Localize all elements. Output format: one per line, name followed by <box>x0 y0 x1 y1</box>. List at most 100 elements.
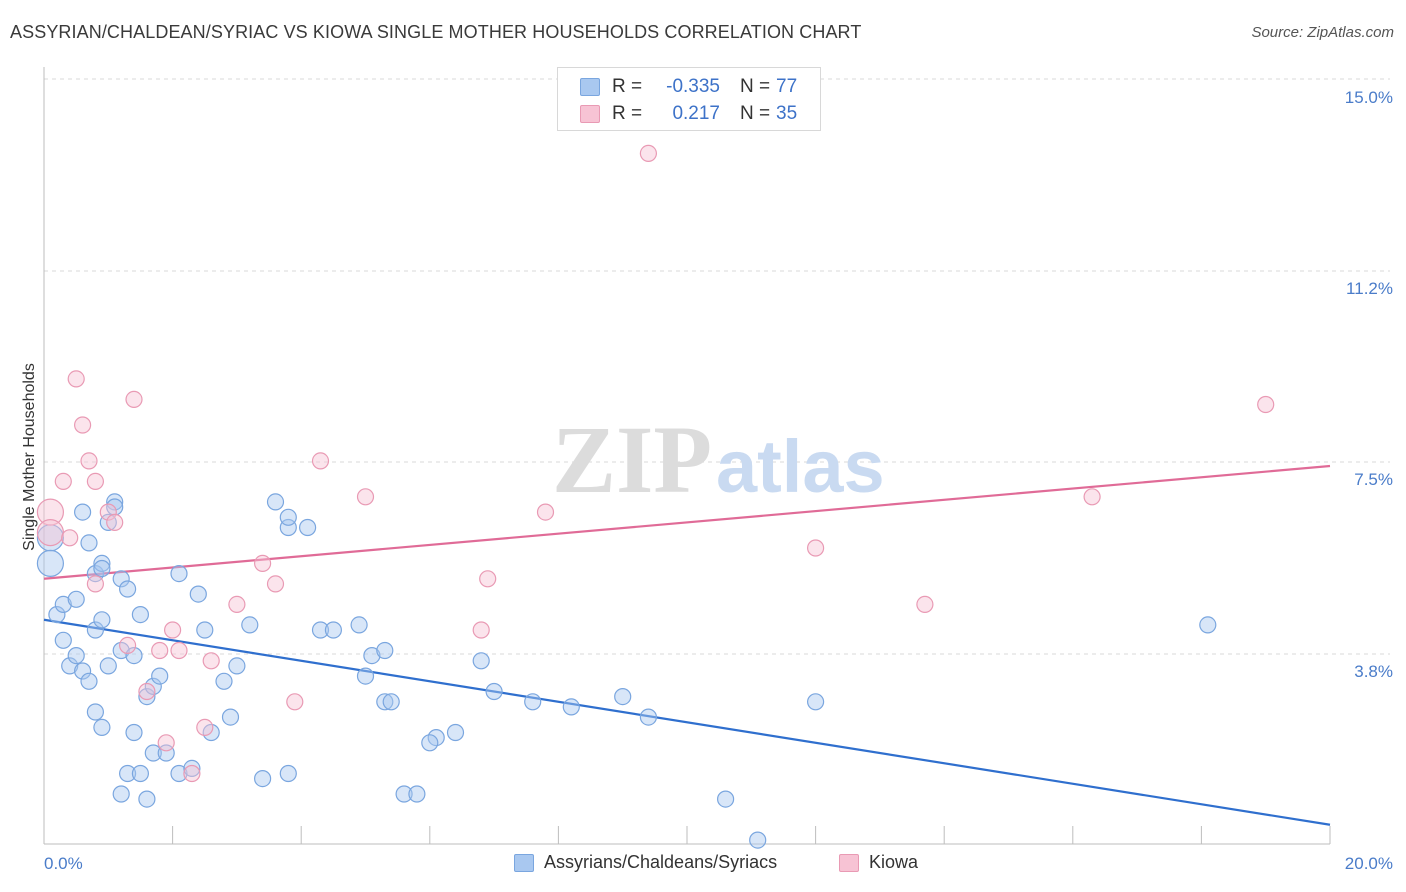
point-assyrians <box>138 790 156 808</box>
point-kiowa <box>61 529 79 547</box>
x-tick-label: 0.0% <box>44 854 83 873</box>
legend-n-value: 77 <box>776 76 798 97</box>
point-assyrians <box>86 703 105 721</box>
point-kiowa <box>228 595 246 614</box>
point-assyrians <box>562 698 580 716</box>
point-assyrians <box>241 616 259 634</box>
bottom-legend-swatch-assyrians <box>514 853 534 872</box>
point-kiowa <box>266 575 285 593</box>
legend-n-label: N = <box>740 76 771 97</box>
point-assyrians <box>86 621 105 639</box>
point-assyrians <box>524 693 542 711</box>
gridlines <box>44 78 1390 655</box>
point-kiowa <box>118 636 137 655</box>
legend-swatch-kiowa <box>580 105 600 123</box>
point-kiowa <box>479 570 497 588</box>
point-assyrians <box>48 605 66 624</box>
point-assyrians <box>67 646 85 665</box>
point-kiowa <box>356 488 375 506</box>
point-assyrians <box>421 734 439 752</box>
point-kiowa <box>99 503 117 521</box>
point-assyrians <box>93 611 111 629</box>
point-kiowa <box>170 641 188 660</box>
point-kiowa <box>183 764 201 783</box>
point-kiowa <box>472 621 490 639</box>
legend-r-label: R = <box>612 103 643 124</box>
point-assyrians <box>376 693 394 711</box>
point-assyrians <box>131 605 149 624</box>
point-assyrians <box>125 646 143 665</box>
point-assyrians <box>279 508 297 526</box>
point-assyrians <box>279 518 297 537</box>
point-assyrians <box>376 641 394 660</box>
point-assyrians <box>93 554 111 573</box>
x-tick-labels: 0.0% 20.0% <box>44 854 1393 873</box>
point-kiowa <box>54 472 72 490</box>
point-assyrians <box>118 764 137 783</box>
legend-r-value: 0.217 <box>672 103 720 124</box>
point-assyrians <box>279 764 297 783</box>
point-kiowa <box>311 452 330 470</box>
point-assyrians <box>324 621 342 639</box>
point-kiowa <box>916 595 934 614</box>
point-kiowa <box>536 503 555 521</box>
point-assyrians <box>472 652 490 670</box>
bottom-legend-assyrians: Assyrians/Chaldeans/Syriacs <box>514 852 777 873</box>
point-assyrians <box>221 708 240 726</box>
point-kiowa <box>73 416 92 434</box>
point-assyrians <box>151 667 169 685</box>
point-kiowa <box>36 518 65 547</box>
point-assyrians <box>118 580 137 598</box>
point-kiowa <box>106 513 124 532</box>
trend-line-assyrians <box>43 618 1331 826</box>
correlation-legend: R = -0.335 N = 77 R = 0.217 N = 35 <box>557 67 821 131</box>
point-assyrians <box>446 723 465 742</box>
point-assyrians <box>157 744 175 762</box>
point-assyrians <box>125 723 143 742</box>
y-tick-label: 15.0% <box>1345 88 1393 107</box>
point-assyrians <box>614 687 632 706</box>
bottom-legend-swatch-kiowa <box>839 853 859 872</box>
point-kiowa <box>1257 395 1275 414</box>
point-assyrians <box>61 657 79 675</box>
point-assyrians <box>228 657 246 675</box>
point-kiowa <box>157 734 175 752</box>
point-assyrians <box>382 693 400 711</box>
point-kiowa <box>86 472 105 490</box>
point-kiowa <box>86 575 105 593</box>
watermark: ZIP atlas <box>552 406 885 513</box>
point-assyrians <box>485 682 503 701</box>
point-assyrians <box>112 785 130 803</box>
point-assyrians <box>266 493 285 511</box>
point-assyrians <box>1199 616 1217 634</box>
point-kiowa <box>164 621 182 639</box>
point-assyrians <box>395 785 413 803</box>
watermark-zip: ZIP <box>552 406 712 513</box>
point-assyrians <box>350 616 368 634</box>
point-assyrians <box>806 693 825 711</box>
legend-n-value: 35 <box>776 103 798 124</box>
point-assyrians <box>144 744 162 762</box>
point-assyrians <box>311 621 330 639</box>
point-assyrians <box>131 764 149 783</box>
point-assyrians <box>36 549 65 578</box>
bottom-legend-kiowa: Kiowa <box>839 852 918 873</box>
point-assyrians <box>93 559 111 578</box>
point-assyrians <box>112 570 130 588</box>
legend-row-assyrians: R = -0.335 N = 77 <box>580 74 797 100</box>
point-assyrians <box>196 621 214 639</box>
legend-row-kiowa: R = 0.217 N = 35 <box>580 101 797 127</box>
legend-n-label: N = <box>740 103 771 124</box>
point-assyrians <box>73 503 92 521</box>
y-tick-label: 3.8% <box>1354 662 1393 681</box>
legend-r-label: R = <box>612 76 643 97</box>
trend-line-kiowa <box>43 464 1331 580</box>
point-assyrians <box>183 759 201 778</box>
point-kiowa <box>286 693 304 711</box>
point-assyrians <box>80 534 98 552</box>
point-assyrians <box>170 564 188 583</box>
point-assyrians <box>215 672 233 690</box>
source-note: Source: ZipAtlas.com <box>1251 24 1394 41</box>
point-assyrians <box>170 764 188 783</box>
y-tick-label: 11.2% <box>1346 279 1393 298</box>
